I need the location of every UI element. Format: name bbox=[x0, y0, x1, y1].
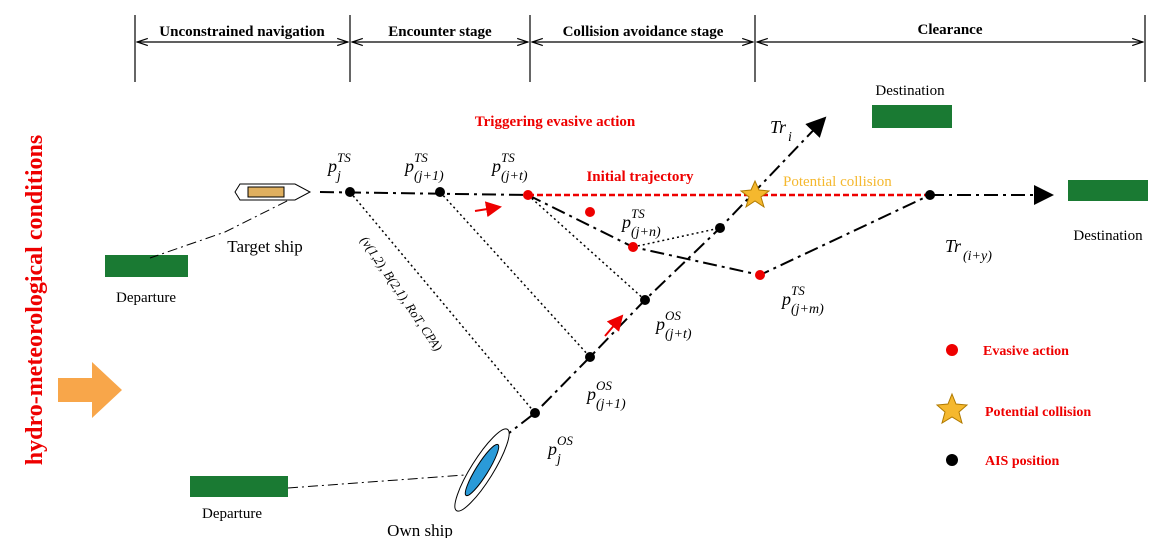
stage-label: Collision avoidance stage bbox=[563, 24, 724, 40]
legend: Evasive action Potential collision AIS p… bbox=[935, 344, 1091, 469]
boxes bbox=[105, 105, 1148, 497]
label-base: p bbox=[620, 212, 631, 232]
label-sub: i bbox=[788, 130, 792, 145]
evasive-points bbox=[523, 190, 765, 280]
label-sub: (j+m) bbox=[791, 302, 824, 317]
label-sup: OS bbox=[557, 433, 573, 448]
stage-bar bbox=[134, 15, 1146, 82]
annotation: Initial trajectory bbox=[586, 169, 694, 185]
place-label: Destination bbox=[875, 83, 945, 99]
label-sup: OS bbox=[665, 308, 681, 323]
point-label: pTS (j+t) bbox=[490, 150, 528, 184]
stage-label: Encounter stage bbox=[388, 24, 492, 40]
point-label: Tr(i+y) bbox=[945, 236, 992, 264]
label-base: p bbox=[546, 439, 557, 459]
place-label: Departure bbox=[202, 506, 262, 522]
annotation: Potential collision bbox=[783, 174, 892, 190]
side-label: hydro-meteorological conditions bbox=[22, 135, 48, 465]
label-sub: (j+1) bbox=[596, 397, 626, 412]
label-base: Tr bbox=[770, 117, 787, 137]
label-sub: j bbox=[555, 452, 561, 467]
label-base: p bbox=[326, 156, 337, 176]
label-base: p bbox=[403, 156, 414, 176]
label-base: p bbox=[585, 384, 596, 404]
label-sup: TS bbox=[337, 150, 351, 165]
stage-label: Unconstrained navigation bbox=[159, 24, 325, 40]
legend-label: Evasive action bbox=[983, 344, 1069, 359]
label-sup: TS bbox=[631, 206, 645, 221]
label-sub: j bbox=[335, 169, 341, 184]
legend-label: Potential collision bbox=[985, 405, 1091, 420]
place-label: Departure bbox=[116, 290, 176, 306]
point-label: pTS (j+n) bbox=[620, 206, 661, 240]
collision-star bbox=[739, 179, 771, 209]
point-label: pTS j bbox=[326, 150, 351, 184]
label-base: Tr bbox=[945, 236, 962, 256]
label-base: p bbox=[780, 289, 791, 309]
point-label: pOS j bbox=[546, 433, 573, 467]
label-sub: (j+t) bbox=[665, 327, 692, 342]
label-sub: (j+n) bbox=[631, 225, 661, 240]
factors-label: (v(1,2), B(2,1), RoT, CPA) bbox=[358, 233, 446, 354]
point-label: Tri bbox=[770, 117, 792, 145]
place-label: Destination bbox=[1073, 228, 1143, 244]
label-sub: (j+1) bbox=[414, 169, 444, 184]
ships bbox=[234, 183, 510, 512]
label-sub: (j+t) bbox=[501, 169, 528, 184]
annotation: Triggering evasive action bbox=[475, 114, 636, 130]
point-label: pOS (j+t) bbox=[654, 308, 692, 342]
label-base: p bbox=[490, 156, 501, 176]
point-label: pTS (j+m) bbox=[780, 283, 824, 317]
point-label: pTS (j+1) bbox=[403, 150, 444, 184]
label-sub: (i+y) bbox=[963, 249, 992, 264]
label-sup: TS bbox=[791, 283, 805, 298]
point-label: pOS (j+1) bbox=[585, 378, 626, 412]
label-sup: TS bbox=[414, 150, 428, 165]
legend-label: AIS position bbox=[985, 454, 1060, 469]
label-sup: OS bbox=[596, 378, 612, 393]
place-label: Target ship bbox=[227, 237, 302, 256]
stage-label: Clearance bbox=[918, 22, 983, 38]
ais-points bbox=[345, 187, 935, 418]
label-sup: TS bbox=[501, 150, 515, 165]
place-label: Own ship bbox=[387, 521, 453, 538]
label-base: p bbox=[654, 314, 665, 334]
wind-arrow bbox=[58, 362, 122, 418]
